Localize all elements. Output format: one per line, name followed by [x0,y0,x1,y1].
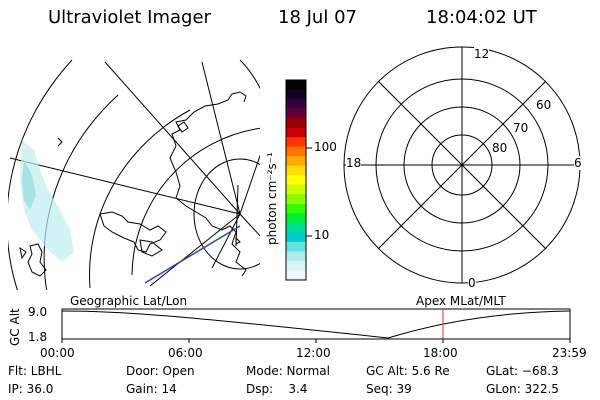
time-label: 18:04:02 UT [426,7,537,28]
glat-readout: GLat: −68.3 [486,364,559,378]
colorbar-band [286,156,306,167]
colorbar-band [286,232,306,243]
colorbar-band [286,251,306,262]
instrument-title: Ultraviolet Imager [48,7,211,28]
colorbar-band [286,80,306,91]
dsp-readout: Dsp: 3.4 [246,382,308,396]
hour-label-12: 12 [474,47,490,61]
meridian-3 [201,61,241,215]
polar-diagonal-2 [377,80,547,250]
meridian-7 [149,213,241,287]
meridian-1 [9,157,241,215]
colorbar-band [286,89,306,100]
colorbar-band [286,184,306,195]
satellite-track [144,225,241,284]
seq-readout: Seq: 39 [366,382,412,396]
lat-arc-1 [8,59,73,290]
geographic-caption: Geographic Lat/Lon [70,294,188,308]
meridian-6 [211,213,241,269]
timeline-y-tick-high: 9.0 [28,305,48,319]
colorbar-frame [285,79,307,281]
lat-arc-4 [131,127,260,276]
colorbar-band [286,137,306,148]
hour-label-0: 0 [468,276,476,290]
colorbar-band [286,108,306,119]
meridian-2 [104,61,241,215]
colorbar-band [286,127,306,138]
altitude-curve [61,310,571,339]
meridian-5 [239,213,260,237]
x-tick-label-0000: 00:00 [40,346,75,360]
x-tick-label-0600: 06:00 [168,346,203,360]
hour-label-6: 6 [574,156,582,170]
lat-label-70: 70 [513,121,529,135]
gain-readout: Gain: 14 [126,382,177,396]
colorbar-band [286,99,306,110]
colorbar-band [286,175,306,186]
colorbar-band [286,241,306,252]
lat-arc-2 [43,94,119,290]
lat-label-60: 60 [536,98,552,112]
colorbar-band [286,270,306,281]
mode-readout: Mode: Normal [246,364,330,378]
meridian-8 [235,184,239,247]
pole-circle [193,158,260,270]
timeline-y-tick-low: 1.8 [28,330,48,344]
colorbar-band [286,194,306,205]
colorbar-tick-label-100: 100 [314,140,337,154]
lat-label-80: 80 [492,141,508,155]
glon-readout: GLon: 322.5 [486,382,559,396]
gc-alt-readout: GC Alt: 5.6 Re [366,364,450,378]
lat-arc-5 [239,59,260,90]
lat-arc-3 [89,109,191,289]
colorbar-band [286,118,306,129]
apex-caption: Apex MLat/MLT [416,294,506,308]
ip-readout: IP: 36.0 [8,382,54,396]
date-label: 18 Jul 07 [278,7,357,28]
colorbar-band [286,203,306,214]
colorbar-band [286,146,306,157]
hour-label-18: 18 [346,156,362,170]
colorbar-band [286,213,306,224]
colorbar-band [286,222,306,233]
colorbar-band [286,165,306,176]
coastline [19,91,247,277]
door-readout: Door: Open [126,364,195,378]
meridian-4 [239,154,260,215]
colorbar-tick-label-10: 10 [314,228,330,242]
x-tick-label-1200: 12:00 [296,346,331,360]
x-tick-label-2359: 23:59 [552,346,587,360]
colorbar-band [286,260,306,271]
colorbar-gradient [286,80,306,281]
x-tick-label-1800: 18:00 [423,346,458,360]
aurora-emission [20,140,74,262]
filter-readout: Flt: LBHL [8,364,62,378]
